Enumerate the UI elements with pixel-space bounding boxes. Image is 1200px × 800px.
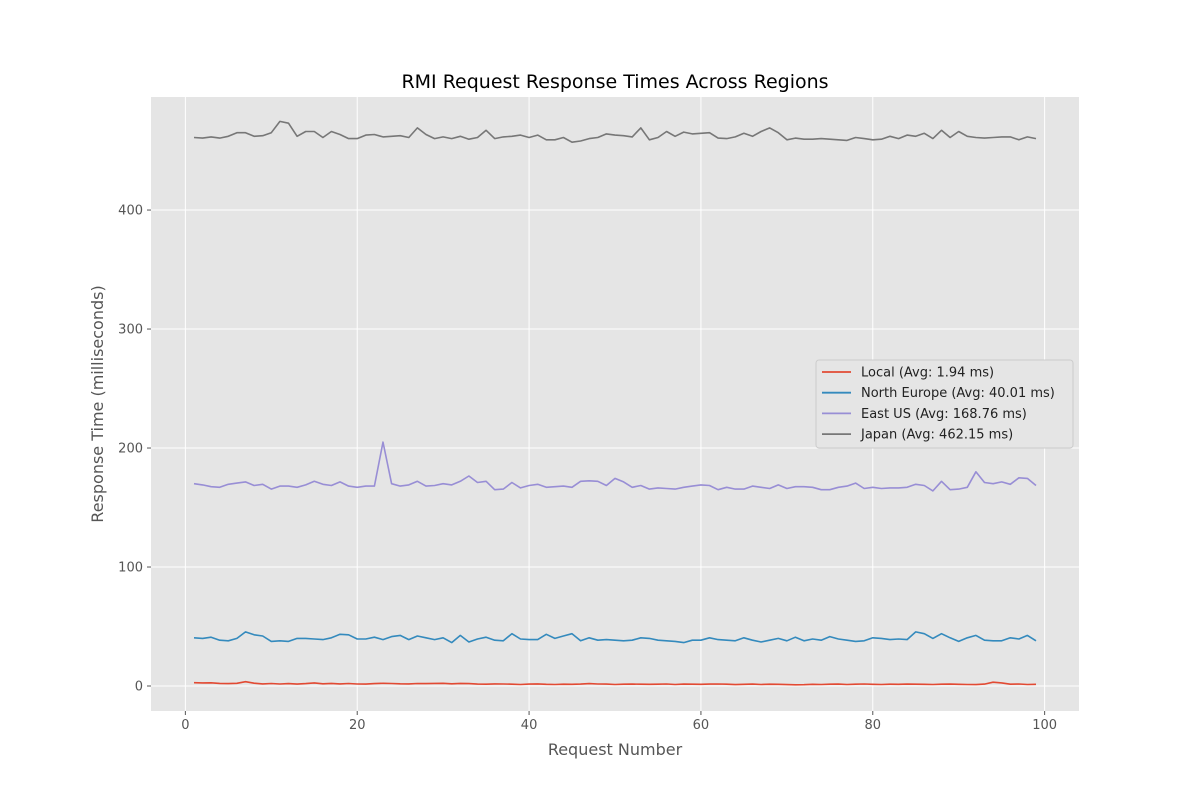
series-line-2 [193,441,1037,492]
chart-title: RMI Request Response Times Across Region… [401,71,828,93]
x-axis-label: Request Number [548,740,683,759]
legend-entry: Japan (Avg: 462.15 ms) [860,428,1013,443]
x-axis: 0 20 40 60 80 100 [181,711,1057,733]
x-tick-label: 60 [693,718,710,733]
series-layer [193,120,1037,686]
series-line-3 [193,120,1037,143]
y-tick-label: 100 [118,561,143,576]
legend-entry: North Europe (Avg: 40.01 ms) [861,386,1055,401]
legend-entry: East US (Avg: 168.76 ms) [861,407,1027,422]
y-tick-label: 200 [118,442,143,457]
y-axis-label: Response Time (milliseconds) [88,285,107,522]
grid-lines [151,97,1079,711]
y-tick-label: 0 [135,680,143,695]
legend: Local (Avg: 1.94 ms) North Europe (Avg: 4… [815,359,1074,449]
x-tick-label: 20 [349,718,366,733]
series-line-1 [193,631,1037,644]
legend-box [815,359,1074,449]
x-tick-label: 80 [865,718,882,733]
x-tick-label: 0 [181,718,189,733]
y-tick-label: 400 [118,204,143,219]
x-tick-label: 40 [521,718,538,733]
y-tick-label: 300 [118,323,143,338]
series-line-0 [193,680,1037,686]
legend-entry: Local (Avg: 1.94 ms) [861,366,994,381]
x-tick-label: 100 [1032,718,1057,733]
y-axis: 0 100 200 300 400 [118,204,151,695]
